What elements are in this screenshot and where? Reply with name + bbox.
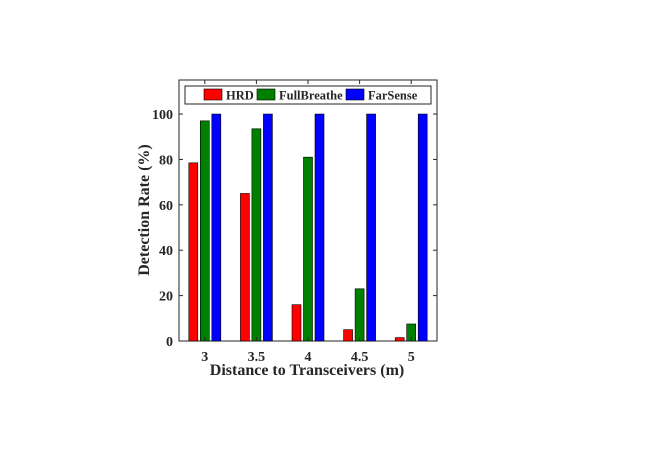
- bar-hrd-4.5: [343, 329, 353, 342]
- legend-swatch-hrd: [203, 88, 223, 101]
- bar-hrd-4: [291, 304, 302, 342]
- y-tick-label: 80: [159, 153, 173, 168]
- y-axis-label: Detection Rate (%): [136, 144, 153, 276]
- x-tick-label: 3.5: [248, 350, 266, 365]
- bar-farsense-3.5: [263, 113, 273, 342]
- bar-fullbreathe-3: [200, 120, 210, 342]
- legend-swatch-farsense: [345, 88, 365, 101]
- bar-farsense-4.5: [366, 113, 376, 342]
- x-tick-label: 4: [305, 350, 312, 365]
- y-tick-label: 60: [159, 199, 173, 214]
- legend-label-fullbreathe: FullBreathe: [279, 89, 343, 103]
- x-axis-label: Distance to Transceivers (m): [210, 362, 404, 379]
- y-tick-label: 20: [159, 290, 173, 305]
- legend-label-farsense: FarSense: [368, 89, 418, 103]
- bar-fullbreathe-3.5: [251, 128, 262, 342]
- legend-label-hrd: HRD: [226, 89, 254, 103]
- x-tick-label: 3: [201, 350, 208, 365]
- bar-fullbreathe-4.5: [354, 288, 365, 342]
- bar-hrd-3: [188, 162, 199, 342]
- x-tick-label: 5: [408, 350, 415, 365]
- legend: HRD FullBreathe FarSense: [184, 85, 432, 105]
- bar-fullbreathe-4: [303, 156, 313, 342]
- legend-swatch-fullbreathe: [256, 88, 276, 101]
- x-axis-ticks: 3 3.5 4 4.5 5: [201, 80, 415, 365]
- bar-farsense-5: [417, 113, 428, 342]
- bar-hrd-5: [394, 337, 405, 342]
- y-tick-label: 100: [152, 108, 173, 123]
- legend-box: [184, 85, 432, 105]
- bar-hrd-3.5: [240, 193, 250, 342]
- y-tick-label: 0: [166, 335, 173, 350]
- y-axis-ticks: 0 20 40 60 80 100: [152, 108, 437, 350]
- y-tick-label: 40: [159, 244, 173, 259]
- x-tick-label: 4.5: [351, 350, 369, 365]
- bar-farsense-4: [314, 113, 325, 342]
- bar-farsense-3: [211, 113, 222, 342]
